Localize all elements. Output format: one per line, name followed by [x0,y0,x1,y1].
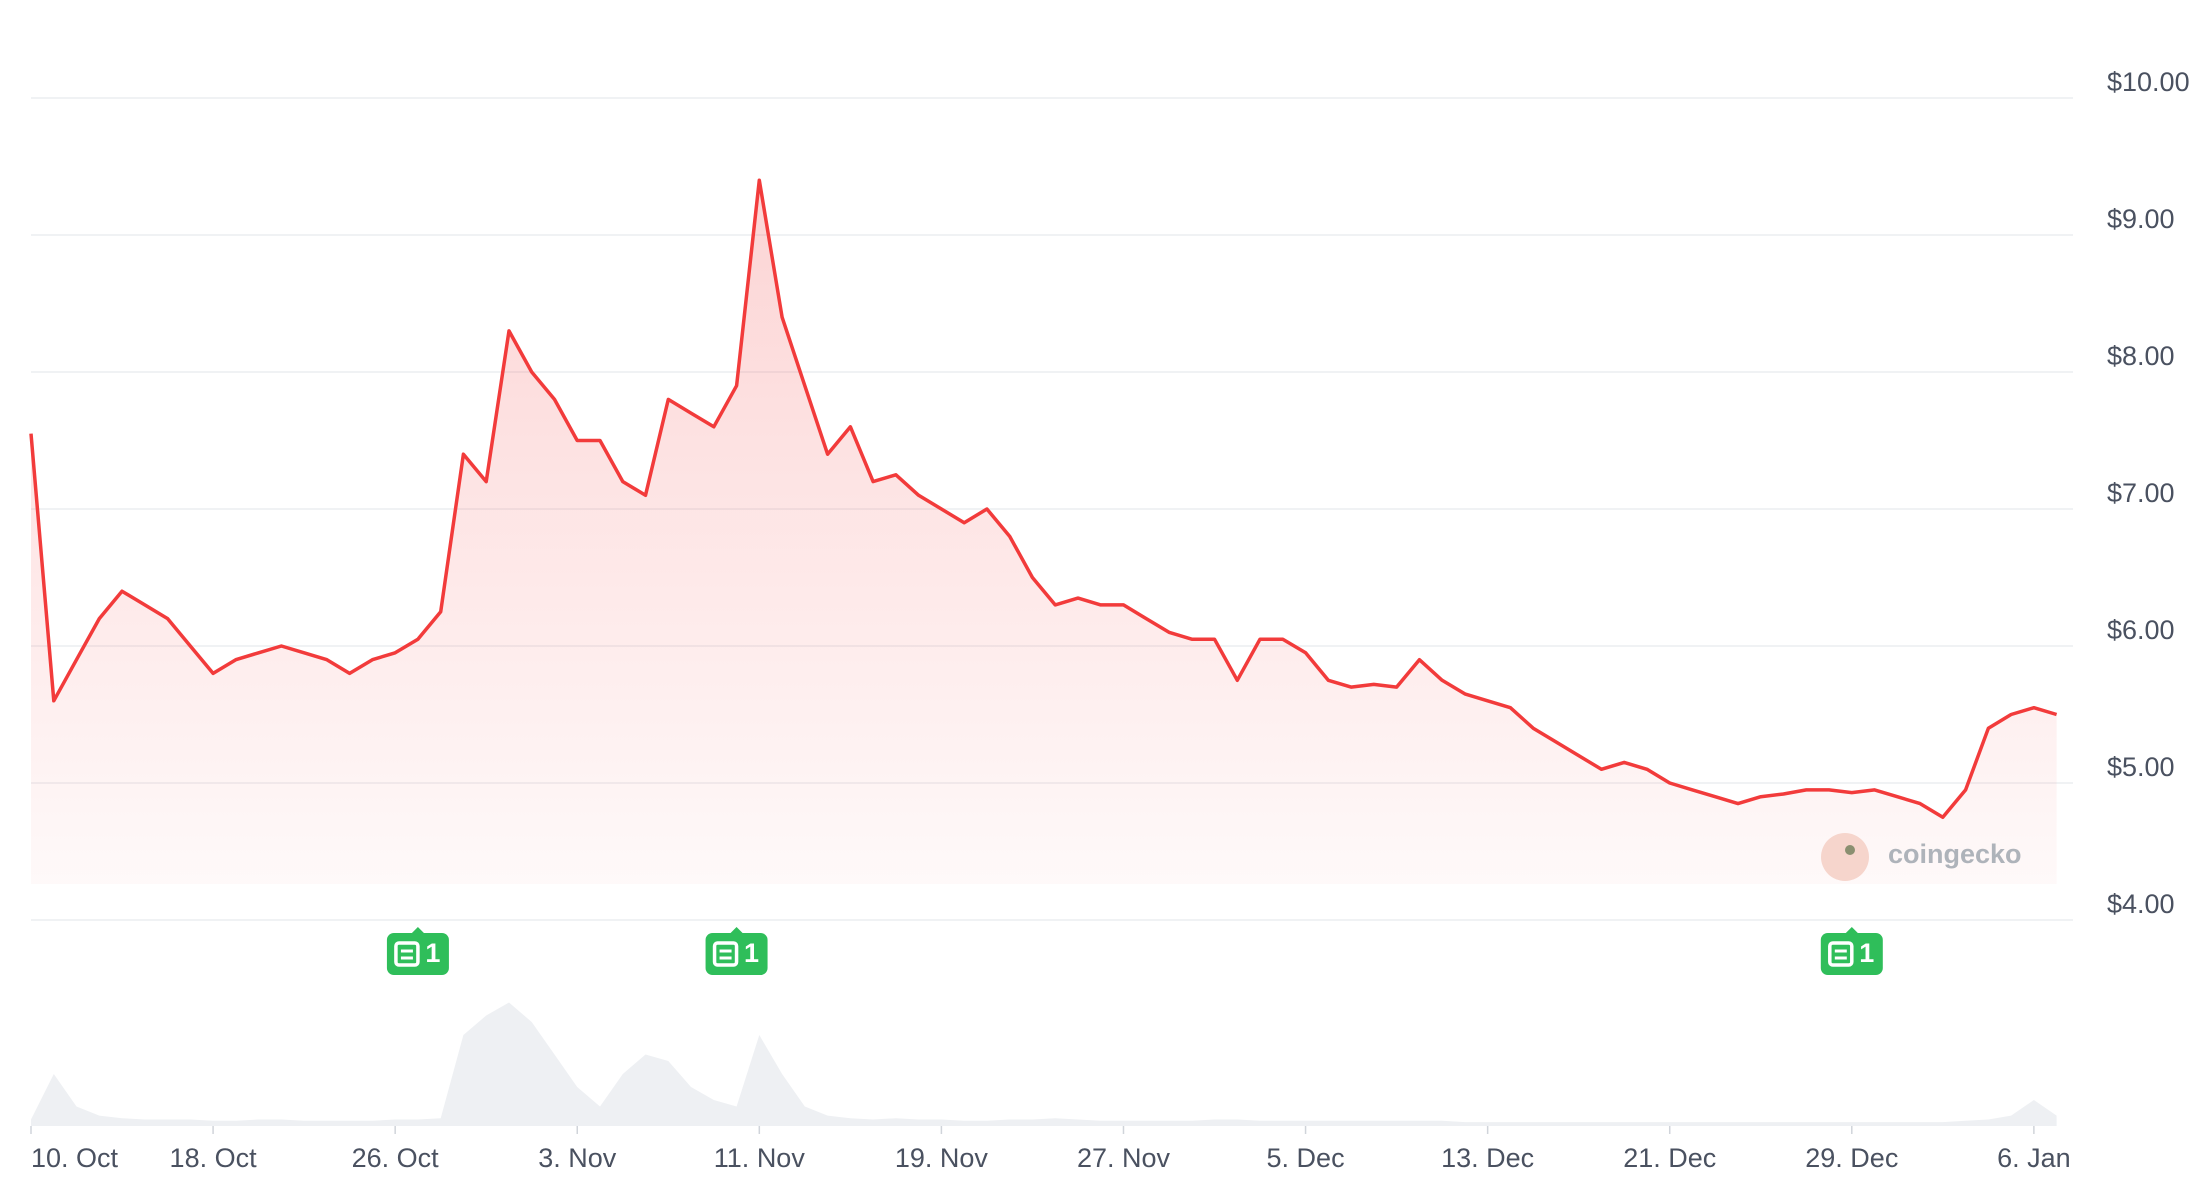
news-icon [1828,941,1854,967]
y-tick-label: $8.00 [2107,341,2175,371]
news-count: 1 [425,938,440,968]
x-tick-label: 27. Nov [1077,1143,1171,1173]
y-tick-label: $7.00 [2107,478,2175,508]
x-tick-label: 26. Oct [352,1143,440,1173]
y-tick-label: $10.00 [2107,67,2190,97]
x-tick-label: 13. Dec [1441,1143,1534,1173]
news-icon [394,941,420,967]
x-tick-label: 29. Dec [1805,1143,1898,1173]
news-badge[interactable]: 1 [1820,927,1883,975]
y-tick-label: $4.00 [2107,889,2175,919]
news-badge[interactable]: 1 [705,927,768,975]
watermark-logo [1821,833,1869,881]
news-badge[interactable]: 1 [386,927,449,975]
watermark: coingecko [1888,839,2022,869]
volume-area [31,1002,2057,1126]
x-tick-label: 21. Dec [1623,1143,1716,1173]
x-tick-label: 11. Nov [714,1143,806,1173]
news-count: 1 [744,938,759,968]
y-tick-label: $9.00 [2107,204,2175,234]
news-badge-pointer [1844,927,1859,934]
x-tick-label: 18. Oct [170,1143,258,1173]
x-tick-label: 19. Nov [895,1143,989,1173]
news-icon [712,941,739,967]
y-tick-label: $5.00 [2107,752,2175,782]
news-badge-pointer [729,927,744,934]
news-count: 1 [1859,938,1874,968]
x-tick-label: 5. Dec [1267,1143,1345,1173]
watermark-logo-eye [1845,845,1855,855]
x-tick-label: 6. Jan [1997,1143,2071,1173]
y-tick-label: $6.00 [2107,615,2175,645]
x-tick-label: 3. Nov [538,1143,617,1173]
price-area [31,180,2057,884]
news-badge-pointer [410,927,425,934]
price-line [29,178,2058,820]
x-tick-label: 10. Oct [31,1143,119,1173]
